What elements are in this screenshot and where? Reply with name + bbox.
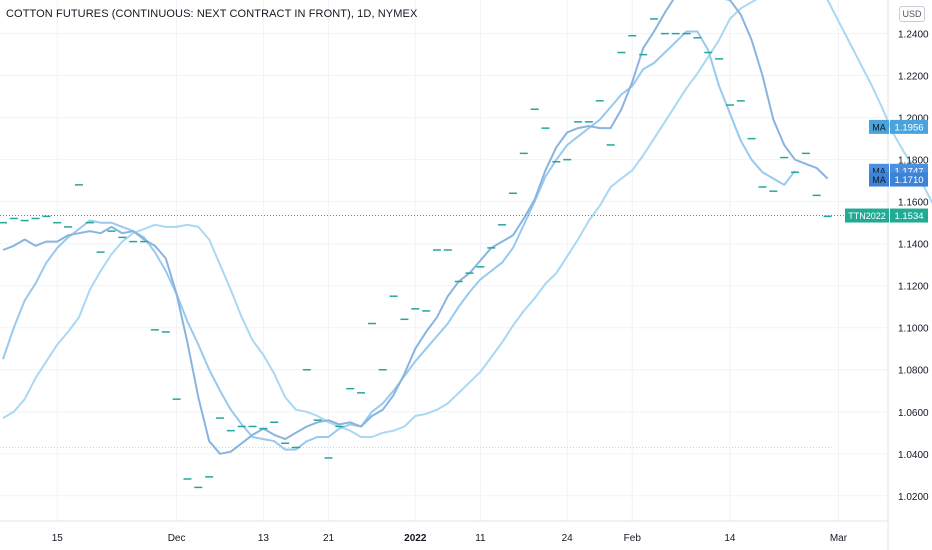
y-tick-label: 1.1200 [898,282,929,293]
x-tick-label: Feb [624,533,642,544]
x-tick-label: 21 [323,533,335,544]
ma-line-1 [2,0,932,438]
ma-tag-1-value-bg [890,119,928,134]
price-labels: MA 1.1956 MA 1.1747 MA 1.1710 TTN2022 1.1534 [845,119,928,223]
y-tick-label: 1.0200 [898,492,929,503]
currency-button[interactable]: USD [899,6,925,22]
last-price-tag-value: 1.1534 [894,211,923,222]
y-tick-label: 1.2000 [898,114,929,125]
x-tick-label: Mar [830,533,848,544]
x-tick-label: Dec [168,533,186,544]
last-price-tag-name: TTN2022 [848,211,886,221]
price-dashes [0,18,888,489]
y-tick-label: 1.2400 [898,30,929,41]
ma-tag-2-name: MA [872,166,886,176]
y-tick-label: 1.0600 [898,408,929,419]
y-tick-label: 1.1400 [898,240,929,251]
ma-line-2 [2,30,796,451]
ma-lines [2,0,932,455]
ma-tag-3-name: MA [872,175,886,185]
y-tick-label: 1.1600 [898,198,929,209]
ma-tag-1-name-bg [869,119,889,134]
y-tick-label: 1.1800 [898,156,929,167]
y-tick-label: 1.0400 [898,450,929,461]
last-price-tag-value-bg [890,208,928,223]
x-tick-label: 14 [724,533,736,544]
ma-tag-1: MA 1.1956 [869,119,928,134]
x-tick-label: 11 [475,533,486,544]
ma-tag-1-name: MA [872,122,886,132]
last-price-tag: TTN2022 1.1534 [845,208,928,223]
ma-tag-3-value: 1.1710 [894,175,923,186]
x-tick-label: 2022 [404,533,427,544]
last-price-tag-name-bg [845,208,889,223]
x-tick-label: 24 [562,533,574,544]
grid [0,0,888,521]
ma-tag-2-value: 1.1747 [894,166,923,177]
ma-line-3 [2,0,829,455]
ma-tag-3: MA 1.1710 [869,172,928,187]
ma-tag-1-value: 1.1956 [894,122,923,133]
ma-tag-3-name-bg [869,172,889,187]
y-tick-label: 1.2200 [898,72,929,83]
x-tick-label: 15 [52,533,64,544]
x-tick-label: 13 [258,533,270,544]
y-tick-label: 1.0800 [898,366,929,377]
ma-tag-3-value-bg [890,172,928,187]
chart-title: COTTON FUTURES (CONTINUOUS: NEXT CONTRAC… [6,8,418,20]
y-tick-label: 1.1000 [898,324,929,335]
